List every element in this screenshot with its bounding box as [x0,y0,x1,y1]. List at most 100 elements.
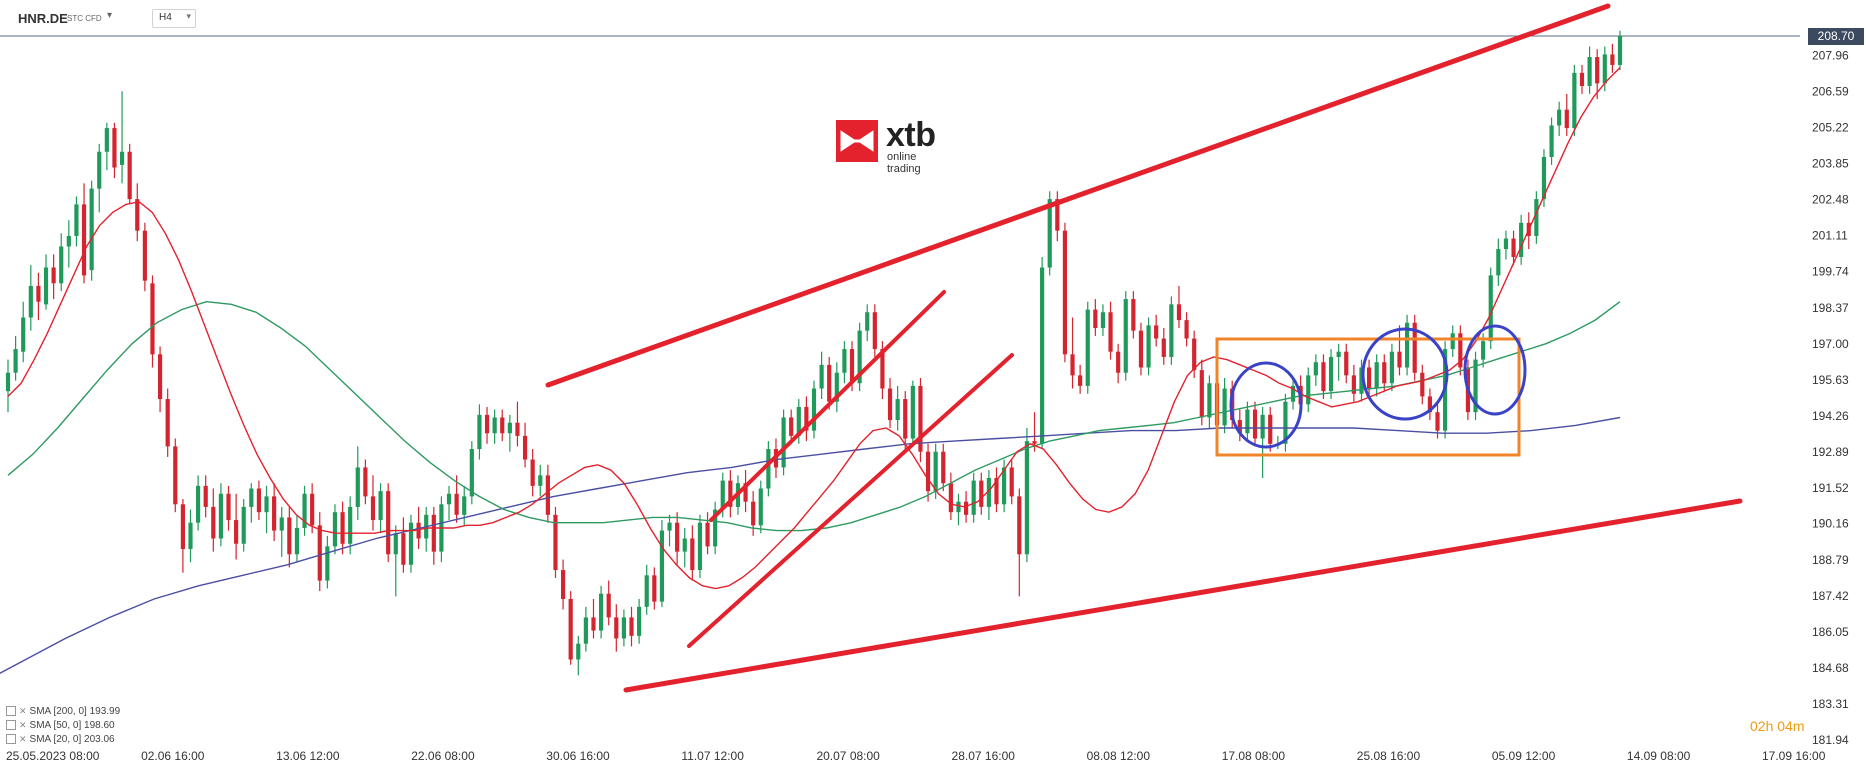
candles-layer [5,30,1623,676]
time-tick-label: 13.06 12:00 [276,749,340,763]
indicator-settings-icon[interactable] [6,706,16,716]
bullish-candle [910,385,915,439]
bullish-candle [1374,362,1379,389]
bullish-candle [43,267,49,305]
xtb-logo-mark [836,120,878,162]
legend-label: SMA [200, 0] [29,705,87,717]
bearish-candle [272,496,277,531]
bullish-candle [196,485,201,523]
bearish-candle [568,598,573,660]
indicator-settings-icon[interactable] [6,720,16,730]
price-tick-label: 198.37 [1812,301,1849,315]
countdown-h-unit: h [1765,718,1774,734]
bullish-candle [1222,388,1227,426]
drawings-layer [545,3,1743,693]
bearish-candle [416,522,421,539]
legend-sma200[interactable]: ✕ SMA [200, 0] 193.99 [6,704,120,718]
bullish-candle [393,533,398,555]
bullish-candle [865,312,870,331]
bullish-candle [697,522,703,571]
pattern-circle-1 [1229,361,1303,449]
bullish-candle [1085,309,1090,386]
symbol-label[interactable]: HNR.DE [18,11,68,26]
price-tick-label: 194.26 [1812,409,1849,423]
bullish-candle [956,501,961,513]
price-tick-label: 202.48 [1812,193,1849,207]
bearish-candle [690,538,695,571]
legend-sma50[interactable]: ✕ SMA [50, 0] 198.60 [6,718,120,732]
bearish-candle [887,388,893,421]
bearish-candle [287,517,292,555]
remove-indicator-icon[interactable]: ✕ [19,705,27,716]
bullish-candle [1534,199,1539,236]
time-tick-label: 30.06 16:00 [546,749,610,763]
price-axis: 207.96 206.59 205.22 203.85 202.48 201.11 199.… [1812,48,1849,747]
bullish-candle [637,606,642,636]
time-tick-label: 20.07 08:00 [816,749,880,763]
bullish-candle [1503,238,1509,250]
legend-label: SMA [50, 0] [29,719,82,731]
bullish-candle [1283,401,1288,444]
timeframe-select[interactable]: H4 ▾ [152,9,196,28]
bearish-candle [1199,370,1204,418]
bullish-candle [13,349,18,373]
bearish-candle [1032,441,1037,444]
bearish-candle [1427,396,1432,413]
bearish-candle [454,493,459,515]
bullish-candle [469,449,474,497]
bearish-candle [157,354,163,400]
bearish-candle [1176,304,1182,321]
bullish-candle [1549,125,1554,158]
countdown-hours: 02 [1750,718,1766,734]
upper-channel-trendline [545,3,1611,388]
bullish-candle [97,151,102,189]
price-tick-label: 184.68 [1812,661,1849,675]
bullish-candle [538,475,543,486]
bearish-candle [386,491,391,555]
bullish-candle [1123,299,1128,373]
bearish-candle [743,483,748,502]
bullish-candle [796,406,801,436]
bearish-candle [1184,320,1189,339]
bearish-candle [127,151,132,200]
bullish-candle [1306,375,1311,405]
bullish-candle [720,480,725,510]
bullish-candle [621,617,626,639]
bearish-candle [173,446,178,505]
chart-toolbar: HNR.DE STC CFD ▾ H4 ▾ [0,0,1800,36]
bullish-candle [378,491,383,521]
price-tick-label: 195.63 [1812,373,1849,387]
symbol-dropdown-icon[interactable]: ▾ [107,10,113,21]
bearish-candle [606,593,611,618]
bearish-candle [1382,362,1387,384]
remove-indicator-icon[interactable]: ✕ [19,719,27,730]
bullish-candle [1040,267,1045,444]
time-axis: 25.05.2023 08:00 02.06 16:00 13.06 12:00 22… [6,749,1826,763]
remove-indicator-icon[interactable]: ✕ [19,733,27,744]
bearish-candle [51,267,56,284]
price-tick-label: 207.96 [1812,48,1849,62]
bullish-candle [1496,249,1501,276]
bullish-candle [355,467,360,507]
bullish-candle [119,151,125,165]
price-tick-label: 181.94 [1812,733,1849,747]
bullish-candle [5,372,11,392]
bearish-candle [1108,312,1113,352]
indicator-legend: ✕ SMA [200, 0] 193.99 ✕ SMA [50, 0] 198.… [6,704,120,746]
bearish-candle [994,477,999,505]
legend-value: 203.06 [84,733,115,745]
bearish-candle [925,451,931,492]
bullish-candle [781,417,786,468]
bullish-candle [1359,367,1364,394]
indicator-settings-icon[interactable] [6,734,16,744]
bullish-candle [66,235,71,247]
bearish-candle [370,496,376,521]
bullish-candle [1002,467,1007,505]
legend-sma20[interactable]: ✕ SMA [20, 0] 203.06 [6,732,120,746]
bearish-candle [112,128,117,168]
bearish-candle [1093,309,1098,329]
bullish-candle [1207,383,1212,418]
bearish-candle [614,617,619,639]
moving-averages-layer [0,67,1621,674]
